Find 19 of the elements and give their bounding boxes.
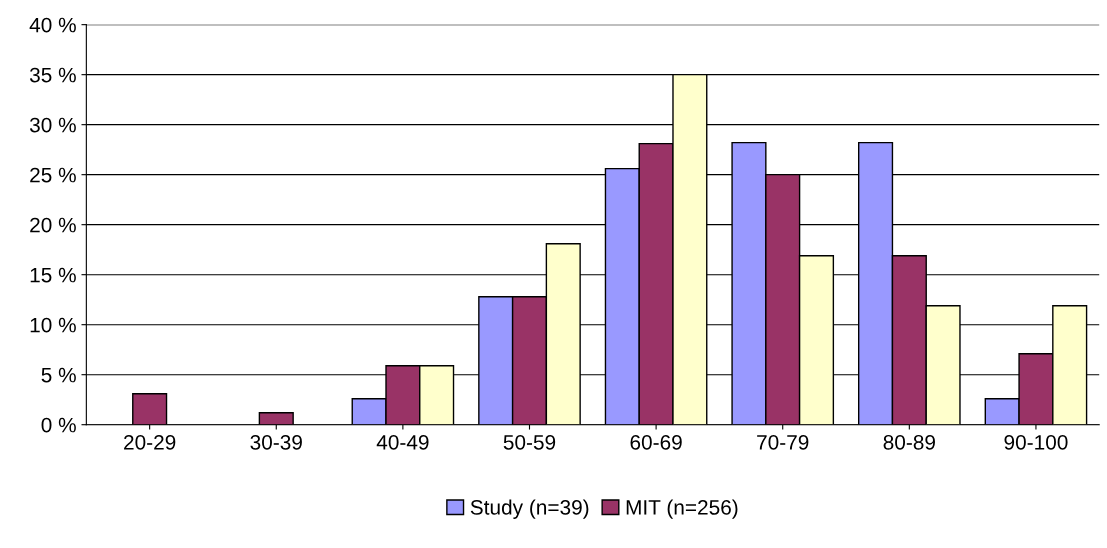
x-tick-label: 40-49 bbox=[376, 434, 429, 450]
x-tick-label: 90-100 bbox=[1004, 434, 1068, 450]
x-tick-label: 60-69 bbox=[630, 434, 682, 450]
y-tick-label: 20 % bbox=[30, 217, 76, 233]
y-tick-label: 40 % bbox=[29, 17, 76, 33]
y-tick-label: 5 % bbox=[41, 367, 76, 383]
y-tick-label: 10 % bbox=[30, 317, 76, 333]
x-tick-label: 70-79 bbox=[757, 434, 809, 450]
x-tick-label: 80-89 bbox=[883, 434, 935, 450]
y-tick-label: 35 % bbox=[29, 67, 76, 83]
y-tick-label: 15 % bbox=[30, 267, 76, 283]
y-tick-label: 0 % bbox=[41, 417, 76, 433]
x-tick-label: 50-59 bbox=[503, 434, 556, 450]
legend-label: Study (n=39) bbox=[470, 499, 589, 519]
legend-label: MIT (n=256) bbox=[626, 499, 738, 519]
x-tick-label: 20-29 bbox=[124, 434, 176, 450]
y-tick-label: 25 % bbox=[30, 167, 76, 183]
x-tick-label: 30-39 bbox=[250, 434, 302, 450]
y-tick-label: 30 % bbox=[29, 117, 76, 133]
